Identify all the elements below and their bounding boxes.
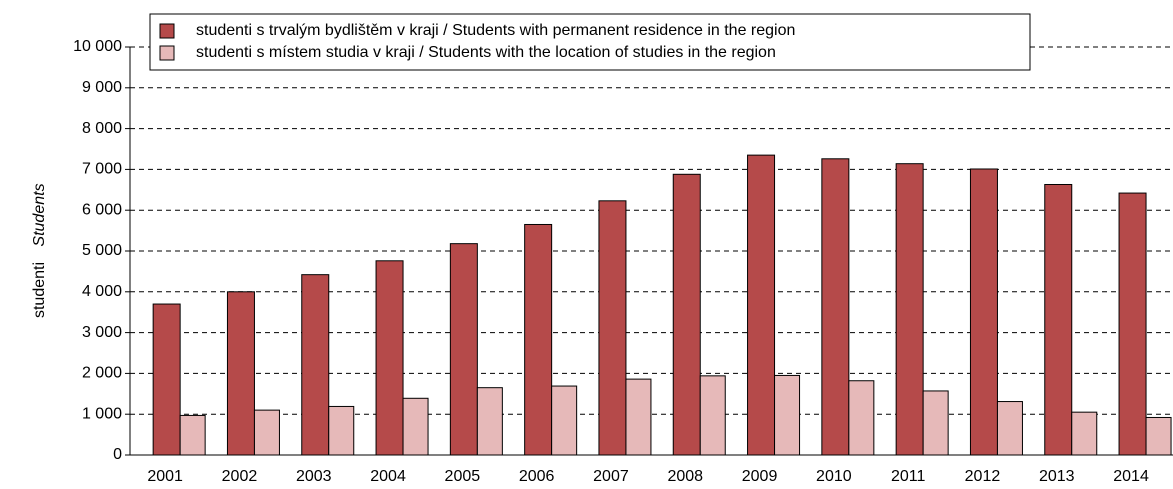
bar: [672, 173, 701, 456]
y-tick-label: 5 000: [82, 242, 122, 259]
x-tick-label: 2012: [965, 468, 1001, 485]
x-tick-label: 2009: [742, 468, 778, 485]
x-tick-label: 2010: [816, 468, 852, 485]
bar: [969, 168, 998, 456]
bar: [996, 401, 1023, 456]
x-tick-label: 2001: [147, 468, 183, 485]
y-tick-label: 2 000: [82, 365, 122, 382]
bar: [179, 414, 206, 456]
legend-label: studenti s místem studia v kraji / Stude…: [196, 44, 776, 61]
y-tick-label: 4 000: [82, 283, 122, 300]
x-tick-label: 2013: [1039, 468, 1075, 485]
bar: [1145, 416, 1172, 456]
x-tick-label: 2006: [519, 468, 555, 485]
y-tick-label: 3 000: [82, 324, 122, 341]
x-tick-label: 2007: [593, 468, 629, 485]
x-tick-label: 2014: [1113, 468, 1149, 485]
legend-swatch: [159, 23, 175, 39]
y-axis-label: studenti: [31, 262, 48, 318]
y-tick-label: 10 000: [73, 38, 122, 55]
x-tick-label: 2002: [222, 468, 258, 485]
bar: [1118, 192, 1147, 456]
x-tick-label: 2005: [445, 468, 481, 485]
y-tick-label: 8 000: [82, 120, 122, 137]
x-tick-label: 2011: [891, 468, 926, 485]
y-tick-label: 6 000: [82, 201, 122, 218]
bar: [524, 223, 553, 456]
y-tick-label: 9 000: [82, 79, 122, 96]
legend-swatch: [159, 45, 175, 61]
bar: [476, 387, 503, 456]
x-tick-label: 2008: [667, 468, 703, 485]
bar: [402, 397, 429, 456]
legend-box: [149, 13, 1031, 71]
x-tick-label: 2003: [296, 468, 332, 485]
bar: [551, 385, 578, 456]
bar: [226, 291, 255, 456]
bar: [449, 243, 478, 456]
bar: [625, 378, 652, 456]
bar: [301, 274, 330, 456]
y-tick-label: 1 000: [82, 405, 122, 422]
bar: [375, 260, 404, 456]
bar: [821, 158, 850, 456]
bar: [152, 303, 181, 456]
bar: [747, 154, 776, 456]
bar: [699, 375, 726, 456]
bar: [895, 163, 924, 456]
y-axis-label-en: Students: [31, 183, 48, 246]
bar: [848, 380, 875, 456]
bar: [598, 200, 627, 456]
y-tick-label: 0: [113, 446, 122, 463]
bar: [922, 390, 949, 456]
bar: [328, 405, 355, 456]
legend-label: studenti s trvalým bydlištěm v kraji / S…: [196, 22, 795, 39]
bar: [774, 374, 801, 456]
bar: [253, 409, 280, 456]
bar: [1044, 183, 1073, 456]
x-tick-label: 2004: [370, 468, 406, 485]
y-tick-label: 7 000: [82, 161, 122, 178]
bar: [1071, 411, 1098, 456]
